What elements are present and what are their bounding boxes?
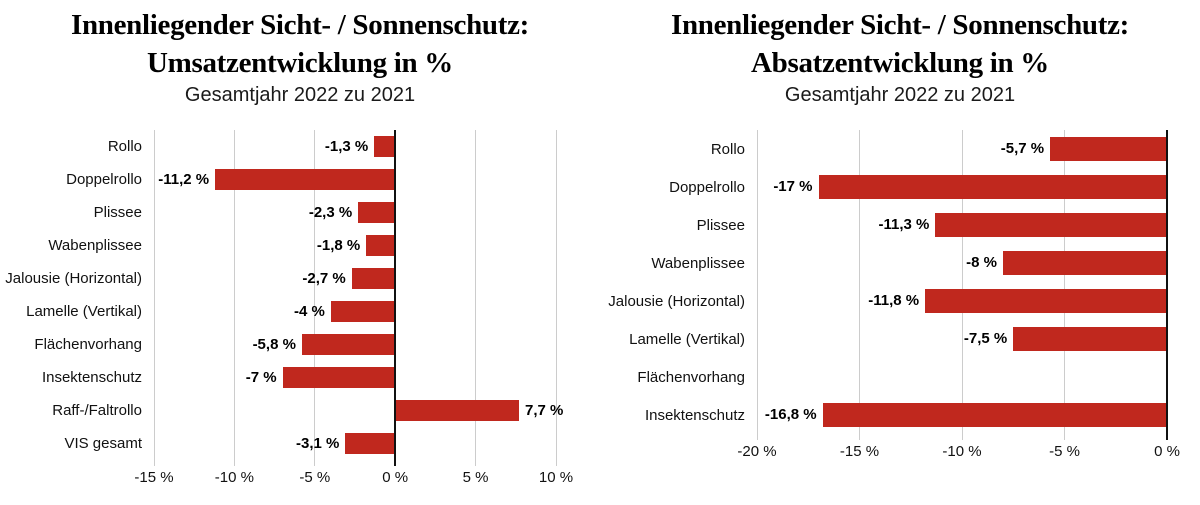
bar bbox=[215, 169, 396, 190]
zero-axis-line bbox=[1166, 130, 1168, 440]
category-label: Plissee bbox=[93, 204, 142, 221]
value-label: -17 % bbox=[773, 178, 813, 195]
value-label: -11,3 % bbox=[878, 216, 930, 233]
x-tick-label: -5 % bbox=[299, 469, 331, 486]
gridline bbox=[475, 130, 477, 466]
chart-title-line2: Absatzentwicklung in % bbox=[751, 47, 1049, 79]
bar bbox=[282, 367, 396, 388]
category-label: Plissee bbox=[696, 216, 745, 234]
x-tick-label: -15 % bbox=[134, 469, 174, 486]
x-axis: -20 % -15 % -10 % -5 % 0 % bbox=[737, 434, 1180, 460]
bar bbox=[330, 301, 396, 322]
bar bbox=[1003, 251, 1167, 275]
chart-title-line1: Innenliegender Sicht- / Sonnenschutz: bbox=[670, 9, 1130, 41]
x-tick-label: -10 % bbox=[942, 443, 982, 460]
category-axis: Rollo Doppelrollo Plissee Wabenplissee Jalou… bbox=[5, 130, 154, 486]
category-label: Lamelle (Vertikal) bbox=[629, 330, 745, 348]
x-tick-label: 5 % bbox=[462, 469, 489, 486]
chart-body: Rollo Doppelrollo Plissee Wabenplissee Jalou… bbox=[600, 130, 1200, 460]
bar bbox=[395, 400, 519, 421]
category-axis: Rollo Doppelrollo Plissee Wabenplissee Jalou… bbox=[608, 130, 757, 460]
gridline bbox=[233, 130, 235, 466]
gridline bbox=[555, 130, 557, 466]
plot-column: -1,3 % -11,2 % -2,3 % -1,8 % -2,7 % -4 % -5,8 … bbox=[134, 130, 573, 486]
bar bbox=[301, 334, 396, 355]
category-label: Insektenschutz bbox=[41, 369, 142, 386]
chart-title: Innenliegender Sicht- / Sonnenschutz: Abs… bbox=[600, 6, 1200, 82]
category-label: Doppelrollo bbox=[669, 178, 745, 196]
x-tick-label: 0 % bbox=[382, 469, 409, 486]
bar bbox=[925, 289, 1167, 313]
plot-area: -1,3 % -11,2 % -2,3 % -1,8 % -2,7 % -4 % -5,8 … bbox=[153, 130, 563, 466]
chart-subtitle: Gesamtjahr 2022 zu 2021 bbox=[784, 84, 1016, 106]
category-label: Flächenvorhang bbox=[637, 368, 745, 386]
bar bbox=[358, 202, 396, 223]
chart-body: Rollo Doppelrollo Plissee Wabenplissee Jalou… bbox=[0, 130, 600, 486]
chart-umsatzentwicklung: Innenliegender Sicht- / Sonnenschutz: Ums… bbox=[0, 6, 600, 486]
bar bbox=[374, 136, 396, 157]
value-label: -1,8 % bbox=[316, 237, 361, 254]
category-label: Doppelrollo bbox=[66, 171, 142, 188]
bar bbox=[935, 213, 1167, 237]
value-label: 7,7 % bbox=[525, 402, 564, 419]
category-label: Wabenplissee bbox=[651, 254, 745, 272]
value-label: -5,8 % bbox=[252, 336, 296, 353]
bar bbox=[1013, 327, 1167, 351]
x-tick-label: 0 % bbox=[1154, 443, 1180, 460]
x-tick-label: -10 % bbox=[214, 469, 254, 486]
category-label: VIS gesamt bbox=[64, 435, 142, 452]
gridline bbox=[153, 130, 155, 466]
value-label: -4 % bbox=[294, 303, 325, 320]
value-label: -2,3 % bbox=[308, 204, 353, 221]
chart-subtitle: Gesamtjahr 2022 zu 2021 bbox=[184, 84, 416, 106]
bar bbox=[345, 433, 396, 454]
x-tick-label: -15 % bbox=[839, 443, 880, 460]
gridline bbox=[756, 130, 758, 440]
chart-absatzentwicklung: Innenliegender Sicht- / Sonnenschutz: Abs… bbox=[600, 0, 1200, 505]
chart-title: Innenliegender Sicht- / Sonnenschutz: Ums… bbox=[0, 6, 600, 82]
plot-area: -5,7 % -17 % -11,3 % -8 % -11,8 % -7,5 % -16,8… bbox=[756, 130, 1168, 440]
value-label: -16,8 % bbox=[764, 406, 817, 423]
value-label: -1,3 % bbox=[324, 138, 369, 155]
chart-title-line1: Innenliegender Sicht- / Sonnenschutz: bbox=[70, 9, 530, 41]
gridline bbox=[1064, 130, 1065, 440]
category-label: Wabenplissee bbox=[48, 237, 142, 254]
gridline bbox=[961, 130, 963, 440]
category-label: Flächenvorhang bbox=[34, 336, 142, 353]
value-label: -11,2 % bbox=[158, 171, 210, 188]
bar bbox=[1050, 137, 1167, 161]
category-label: Insektenschutz bbox=[644, 406, 745, 424]
category-label: Rollo bbox=[107, 138, 142, 155]
bar bbox=[822, 403, 1167, 427]
value-label: -7,5 % bbox=[963, 330, 1008, 347]
plot-column: -5,7 % -17 % -11,3 % -8 % -11,8 % -7,5 % -16,8… bbox=[737, 130, 1180, 460]
value-label: -2,7 % bbox=[302, 270, 346, 287]
value-label: -3,1 % bbox=[295, 435, 340, 452]
bar bbox=[351, 268, 396, 289]
chart-header: Innenliegender Sicht- / Sonnenschutz: Ums… bbox=[0, 6, 600, 108]
x-tick-label: -20 % bbox=[737, 443, 777, 460]
x-axis: -15 % -10 % -5 % 0 % 5 % 10 % bbox=[134, 460, 573, 486]
chart-header: Innenliegender Sicht- / Sonnenschutz: Abs… bbox=[600, 6, 1200, 108]
x-tick-label: -5 % bbox=[1049, 443, 1080, 460]
value-label: -11,8 % bbox=[868, 292, 920, 309]
gridline bbox=[314, 130, 316, 466]
value-label: -5,7 % bbox=[1000, 140, 1045, 157]
bar bbox=[818, 175, 1167, 199]
category-label: Rollo bbox=[710, 140, 745, 158]
category-label: Jalousie (Horizontal) bbox=[608, 292, 745, 310]
zero-axis-line bbox=[394, 130, 397, 466]
category-label: Jalousie (Horizontal) bbox=[5, 270, 142, 287]
gridline bbox=[859, 130, 860, 440]
chart-title-line2: Umsatzentwicklung in % bbox=[147, 47, 453, 79]
bar bbox=[366, 235, 396, 256]
value-label: -8 % bbox=[966, 254, 997, 271]
value-label: -7 % bbox=[245, 369, 277, 386]
x-tick-label: 10 % bbox=[538, 469, 574, 486]
category-label: Raff-/Faltrollo bbox=[52, 402, 142, 419]
category-label: Lamelle (Vertikal) bbox=[26, 303, 142, 320]
